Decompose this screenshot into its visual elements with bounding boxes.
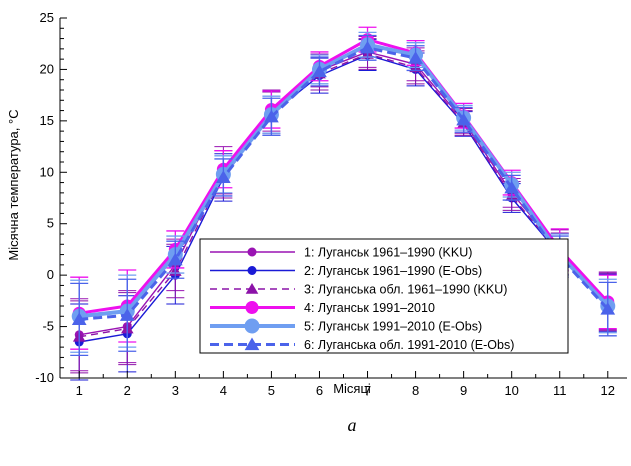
legend-label: 1: Луганськ 1961–1990 (KKU) xyxy=(304,246,472,260)
y-tick-label: 10 xyxy=(40,164,54,179)
x-tick-label: 12 xyxy=(601,383,615,398)
series-line xyxy=(79,54,609,343)
y-tick-label: 25 xyxy=(40,10,54,25)
series-layer xyxy=(70,26,617,381)
legend-label: 3: Луганська обл. 1961–1990 (KKU) xyxy=(304,283,507,297)
x-tick-label: 11 xyxy=(553,383,567,398)
legend-label: 2: Луганськ 1961–1990 (E-Obs) xyxy=(304,264,482,278)
x-tick-label: 8 xyxy=(412,383,419,398)
y-tick-label: 20 xyxy=(40,61,54,76)
x-tick-label: 3 xyxy=(172,383,179,398)
legend-entry-3: 3: Луганська обл. 1961–1990 (KKU) xyxy=(210,283,507,297)
legend-marker xyxy=(245,283,259,294)
legend-marker xyxy=(247,247,257,257)
legend-label: 6: Луганська обл. 1991-2010 (E-Obs) xyxy=(304,338,514,352)
x-tick-label: 6 xyxy=(316,383,323,398)
series-line xyxy=(79,46,609,321)
panel-label: а xyxy=(348,415,357,435)
y-tick-label: 15 xyxy=(40,113,54,128)
x-tick-label: 2 xyxy=(124,383,131,398)
legend-entry-1: 1: Луганськ 1961–1990 (KKU) xyxy=(210,246,472,260)
legend-marker xyxy=(247,266,257,275)
data-point xyxy=(216,170,231,184)
legend-marker xyxy=(245,301,259,314)
x-tick-label: 4 xyxy=(220,383,227,398)
legend-entry-4: 4: Луганськ 1991–2010 xyxy=(210,301,435,315)
legend: 1: Луганськ 1961–1990 (KKU) 2: Луганськ 1… xyxy=(199,238,569,354)
series-6 xyxy=(70,34,617,357)
data-point xyxy=(264,109,279,123)
x-tick-label: 5 xyxy=(268,383,275,398)
legend-entry-6: 6: Луганська обл. 1991-2010 (E-Obs) xyxy=(210,337,514,352)
data-point xyxy=(504,180,520,194)
legend-box xyxy=(199,238,569,354)
data-point xyxy=(312,64,327,78)
x-tick-label: 9 xyxy=(460,383,467,398)
series-line xyxy=(79,42,610,319)
data-point xyxy=(71,312,87,325)
legend-entry-2: 2: Луганськ 1961–1990 (E-Obs) xyxy=(210,264,482,278)
y-tick-label: 0 xyxy=(47,267,54,282)
data-point xyxy=(456,112,471,126)
y-tick-label: -5 xyxy=(42,319,54,334)
x-tick-label: 10 xyxy=(504,383,518,398)
y-tick-label: -10 xyxy=(35,370,54,385)
data-point xyxy=(360,40,375,54)
data-point xyxy=(167,252,183,266)
legend-label: 5: Луганськ 1991–2010 (E-Obs) xyxy=(304,320,482,334)
x-tick-label: 1 xyxy=(76,383,83,398)
data-point xyxy=(119,308,135,321)
y-tick-label: 5 xyxy=(47,216,54,231)
x-axis-label: Місяці xyxy=(333,381,371,396)
series-line xyxy=(79,53,609,338)
data-point xyxy=(600,302,616,315)
legend-marker xyxy=(244,318,260,334)
legend-entry-5: 5: Луганськ 1991–2010 (E-Obs) xyxy=(210,318,482,334)
legend-label: 4: Луганськ 1991–2010 xyxy=(304,301,435,315)
x-tick-label: 7 xyxy=(364,383,371,398)
y-axis-label: Місячна температура, °С xyxy=(6,109,21,260)
data-point xyxy=(408,51,423,64)
legend-marker xyxy=(244,337,260,351)
